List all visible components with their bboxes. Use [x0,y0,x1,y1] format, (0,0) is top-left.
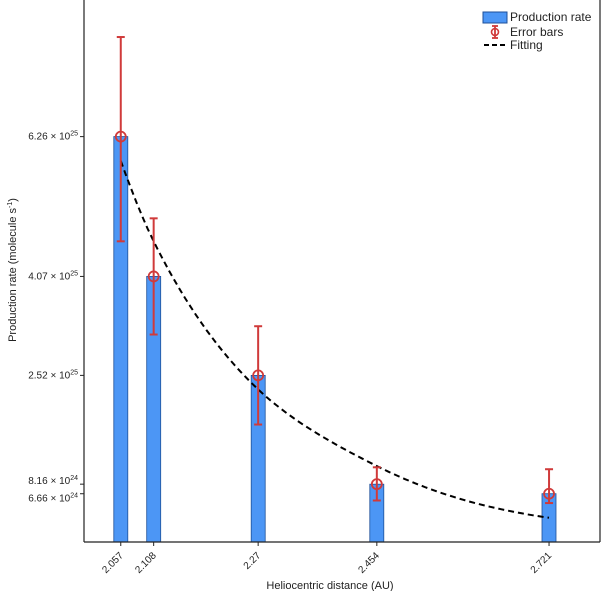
legend: Production rate Error bars Fitting [482,10,592,52]
y-tick-mantissa: 6.66 [28,494,50,505]
y-tick-times: × [50,132,59,143]
x-tick-label: 2.27 [242,550,264,572]
y-tick-times: × [50,271,59,282]
legend-label-fitting: Fitting [510,38,543,52]
y-tick-mantissa: 4.07 [28,271,50,282]
x-tick-label: 2.108 [133,550,159,576]
y-tick-label: 6.26 × 1025 [28,131,78,143]
error-bar [543,468,555,505]
y-axis-label-superscript: -1 [7,202,14,208]
error-bar-marker [543,487,555,500]
y-tick-mantissa: 8.16 [28,476,50,487]
y-tick-mantissa: 2.52 [28,370,50,381]
legend-label-error-bars: Error bars [510,25,563,39]
y-tick-label: 4.07 × 1025 [28,270,78,282]
error-bar [370,466,383,502]
legend-label-production-rate: Production rate [510,10,592,24]
y-tick-label: 8.16 × 1024 [28,475,78,487]
legend-swatch-error-bars-marker [490,27,500,37]
y-tick-times: × [50,370,59,381]
x-tick-label: 2.057 [100,550,126,576]
y-tick-times: × [50,476,59,487]
legend-swatch-production-rate [482,11,508,24]
y-axis-label-close: ) [7,198,19,202]
x-axis-label: Heliocentric distance (AU) [266,580,393,591]
y-tick-base: 10 [59,132,71,143]
y-tick-base: 10 [59,370,71,381]
error-bar-marker [370,478,383,491]
y-tick-base: 10 [59,476,71,487]
x-tick-label: 2.721 [529,550,555,576]
error-bar-marker [114,130,127,143]
y-tick-base: 10 [59,494,71,505]
y-axis-label: Production rate (molecule s-1) [7,198,19,342]
y-tick-exponent: 25 [70,131,78,138]
error-bar [147,217,160,336]
y-tick-exponent: 24 [70,493,78,500]
error-bar [252,325,265,426]
y-tick-label: 2.52 × 1025 [28,369,78,381]
y-tick-times: × [50,494,59,505]
y-tick-exponent: 25 [70,270,78,277]
y-tick-mantissa: 6.26 [28,132,50,143]
y-tick-exponent: 25 [70,369,78,376]
y-tick-label: 6.66 × 1024 [28,493,78,505]
x-tick-label: 2.454 [356,550,382,576]
y-tick-base: 10 [59,271,71,282]
y-tick-exponent: 24 [70,475,78,482]
error-bar-marker [252,369,265,382]
fitting-curve [119,160,550,519]
error-bar-marker [147,270,160,283]
error-bar [114,36,127,243]
y-axis-label-text: Production rate (molecule s [7,208,19,342]
